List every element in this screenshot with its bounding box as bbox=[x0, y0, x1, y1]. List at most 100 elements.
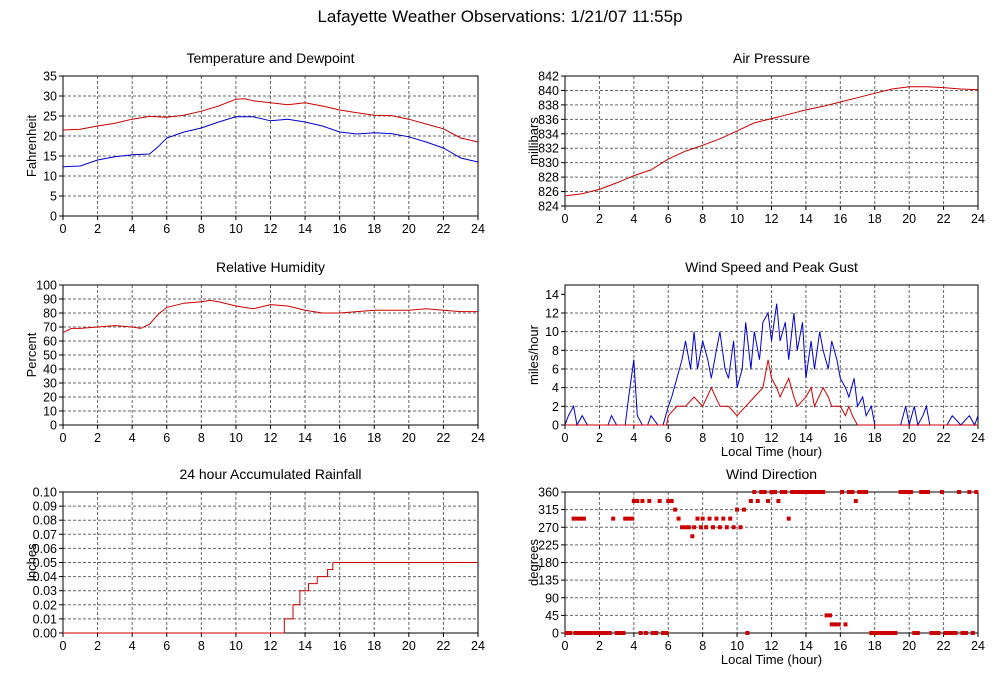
humidity-ytick-label: 10 bbox=[43, 405, 57, 419]
wind-ytick-label: 0 bbox=[552, 419, 559, 433]
direction-ytick-label: 270 bbox=[538, 521, 559, 535]
pressure-ytick-label: 834 bbox=[538, 127, 559, 141]
direction-point bbox=[902, 490, 907, 494]
temp-ylabel: Fahrenheit bbox=[24, 115, 39, 178]
humidity-xtick-label: 14 bbox=[298, 431, 312, 445]
temp-ytick-label: 10 bbox=[43, 170, 57, 184]
rain-xtick-label: 8 bbox=[198, 639, 205, 653]
direction-point bbox=[669, 499, 674, 504]
humidity-ytick-label: 80 bbox=[43, 307, 57, 321]
direction-point bbox=[926, 490, 931, 494]
direction-point bbox=[600, 631, 605, 635]
direction-point bbox=[886, 631, 891, 635]
direction-point bbox=[661, 631, 666, 635]
direction-ytick-label: 0 bbox=[552, 627, 559, 641]
temp-xtick-label: 16 bbox=[333, 222, 347, 236]
direction-point bbox=[766, 499, 771, 504]
temp-xtick-label: 24 bbox=[471, 222, 485, 236]
wind-title: Wind Speed and Peak Gust bbox=[685, 259, 858, 275]
pressure-xtick-label: 18 bbox=[868, 212, 882, 226]
direction-point bbox=[850, 490, 855, 494]
direction-point bbox=[898, 490, 903, 494]
wind-ytick-label: 6 bbox=[552, 363, 559, 377]
direction-point bbox=[960, 631, 965, 635]
wind-xtick-label: 24 bbox=[971, 431, 985, 445]
wind-xtick-label: 4 bbox=[630, 431, 637, 445]
pressure-ytick-label: 830 bbox=[538, 156, 559, 170]
direction-xtick-label: 12 bbox=[765, 639, 779, 653]
rain-ytick-label: 0.02 bbox=[33, 598, 57, 612]
direction-point bbox=[630, 516, 635, 521]
wind-xtick-label: 20 bbox=[902, 431, 916, 445]
humidity-xtick-label: 16 bbox=[333, 431, 347, 445]
direction-point bbox=[879, 631, 884, 635]
rain-xtick-label: 10 bbox=[229, 639, 243, 653]
direction-point bbox=[690, 534, 695, 539]
direction-point bbox=[618, 631, 623, 635]
pressure-ytick-label: 832 bbox=[538, 142, 559, 156]
direction-point bbox=[623, 516, 628, 521]
direction-point bbox=[692, 525, 697, 530]
humidity-xtick-label: 24 bbox=[471, 431, 485, 445]
humidity-xtick-label: 12 bbox=[264, 431, 278, 445]
direction-point bbox=[700, 516, 705, 521]
direction-point bbox=[704, 525, 709, 530]
direction-xtick-label: 24 bbox=[971, 639, 985, 653]
temp-xtick-label: 14 bbox=[298, 222, 312, 236]
wind-xlabel: Local Time (hour) bbox=[721, 444, 822, 459]
temp-ytick-label: 15 bbox=[43, 150, 57, 164]
direction-point bbox=[919, 490, 924, 494]
direction-point bbox=[970, 631, 975, 635]
direction-point bbox=[755, 499, 760, 504]
direction-point bbox=[680, 525, 685, 530]
direction-point bbox=[915, 631, 920, 635]
direction-point bbox=[573, 631, 578, 635]
wind-xtick-label: 22 bbox=[937, 431, 951, 445]
direction-point bbox=[943, 631, 948, 635]
direction-point bbox=[664, 631, 669, 635]
direction-point bbox=[745, 631, 750, 635]
direction-point bbox=[843, 622, 848, 627]
direction-point bbox=[869, 631, 874, 635]
page-title: Lafayette Weather Observations: 1/21/07 … bbox=[317, 7, 683, 26]
direction-point bbox=[783, 490, 788, 494]
direction-point bbox=[912, 631, 917, 635]
direction-point bbox=[738, 525, 743, 530]
direction-ytick-label: 180 bbox=[538, 556, 559, 570]
direction-point bbox=[666, 499, 671, 504]
direction-xtick-label: 6 bbox=[665, 639, 672, 653]
direction-point bbox=[932, 631, 937, 635]
rain-ytick-label: 0.06 bbox=[33, 542, 57, 556]
direction-point bbox=[635, 499, 640, 504]
pressure-xtick-label: 8 bbox=[699, 212, 706, 226]
direction-point bbox=[772, 490, 777, 494]
direction-point bbox=[790, 490, 795, 494]
direction-point bbox=[939, 490, 944, 494]
direction-point bbox=[741, 507, 746, 512]
direction-point bbox=[817, 490, 822, 494]
rain-xtick-label: 22 bbox=[436, 639, 450, 653]
rain-title: 24 hour Accumulated Rainfall bbox=[179, 466, 361, 482]
direction-point bbox=[604, 631, 609, 635]
rain-ytick-label: 0.01 bbox=[33, 612, 57, 626]
humidity-ytick-label: 100 bbox=[36, 279, 57, 293]
wind-ytick-label: 12 bbox=[545, 307, 559, 321]
pressure-xtick-label: 2 bbox=[596, 212, 603, 226]
direction-point bbox=[807, 490, 812, 494]
direction-point bbox=[824, 613, 829, 618]
direction-xtick-label: 8 bbox=[699, 639, 706, 653]
wind-xtick-label: 10 bbox=[730, 431, 744, 445]
direction-point bbox=[640, 499, 645, 504]
direction-point bbox=[821, 490, 826, 494]
humidity-ytick-label: 0 bbox=[50, 419, 57, 433]
rain-xtick-label: 14 bbox=[298, 639, 312, 653]
temp-series-1 bbox=[62, 116, 479, 168]
direction-ytick-label: 225 bbox=[538, 538, 559, 552]
direction-xtick-label: 14 bbox=[799, 639, 813, 653]
humidity-ytick-label: 90 bbox=[43, 293, 57, 307]
temp-series-0 bbox=[62, 98, 479, 143]
direction-point bbox=[597, 631, 602, 635]
